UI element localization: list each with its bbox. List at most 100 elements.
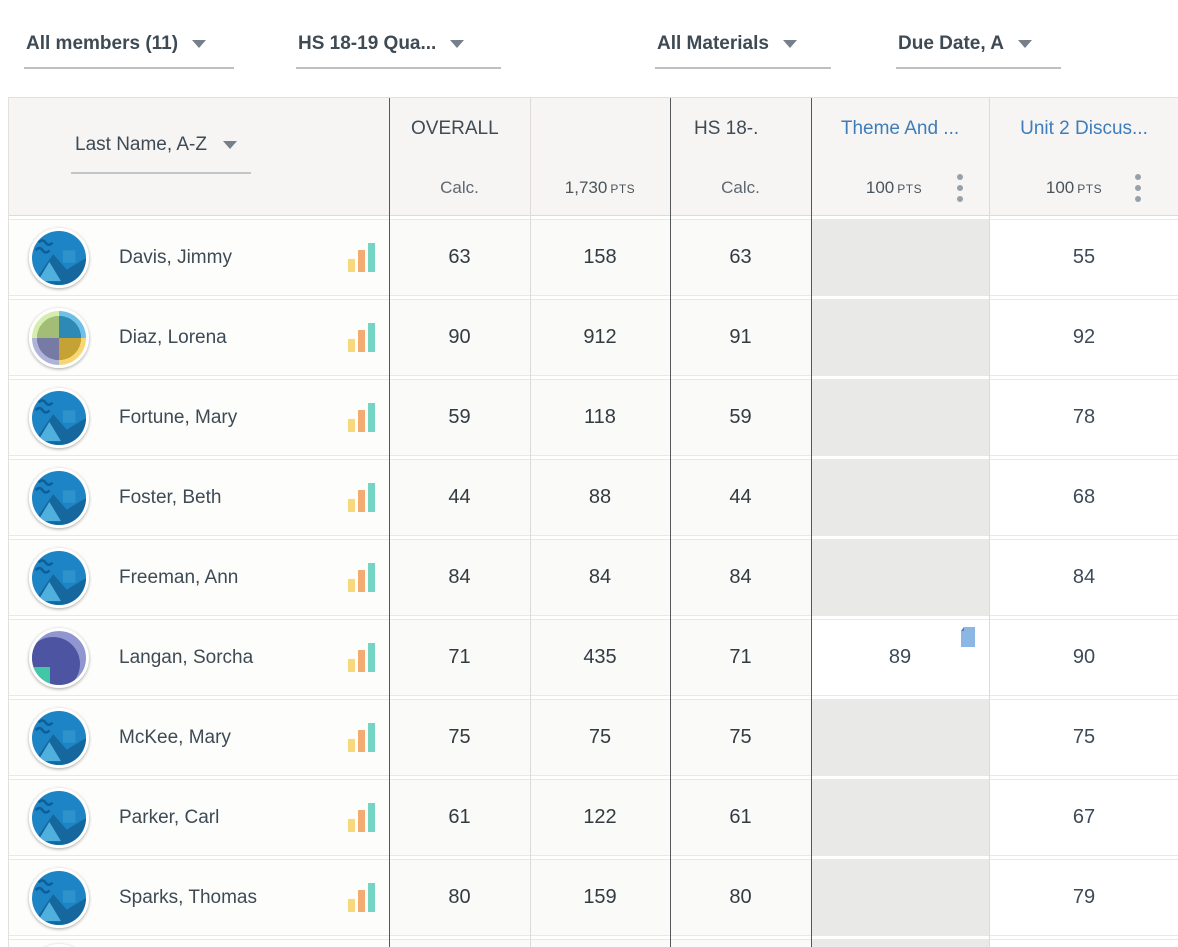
unit2-grade-cell[interactable]: 92 (989, 299, 1178, 376)
theme-grade-cell[interactable] (811, 219, 989, 296)
overall-points-cell[interactable]: 84 (530, 539, 670, 616)
theme-grade-cell[interactable] (811, 699, 989, 776)
grade-stats-bar-chart-icon[interactable] (348, 642, 375, 673)
overall-calc-value: 84 (448, 566, 471, 588)
column-divider (530, 98, 531, 947)
members-filter-dropdown[interactable]: All members (11) (24, 33, 234, 69)
theme-grade-cell[interactable] (811, 299, 989, 376)
student-cell[interactable]: Diaz, Lorena (9, 299, 389, 376)
unit2-grade-cell[interactable]: 90 (989, 619, 1178, 696)
theme-grade-cell[interactable] (811, 379, 989, 456)
hs-calc-value: 63 (729, 246, 752, 268)
overall-calc-cell[interactable]: 84 (389, 539, 530, 616)
overall-points-unit: PTS (610, 182, 636, 196)
theme-points-value: 100 (865, 178, 895, 197)
avatar[interactable] (29, 787, 89, 848)
theme-grade-cell[interactable] (811, 459, 989, 536)
student-cell[interactable]: Langan, Sorcha (9, 619, 389, 696)
grading-period-filter-dropdown[interactable]: HS 18-19 Qua... (296, 33, 501, 69)
filter-bar: All members (11) HS 18-19 Qua... All Mat… (0, 0, 1178, 97)
overall-points-cell[interactable]: 88 (530, 459, 670, 536)
avatar[interactable] (29, 547, 89, 608)
name-sort-dropdown[interactable]: Last Name, A-Z (71, 134, 251, 174)
student-cell[interactable]: McKee, Mary (9, 699, 389, 776)
unit2-grade-cell[interactable]: 79 (989, 859, 1178, 936)
student-cell[interactable]: Freeman, Ann (9, 539, 389, 616)
sort-order-dropdown[interactable]: Due Date, A (896, 33, 1061, 69)
hs-calc-cell[interactable]: 75 (670, 699, 811, 776)
overall-points-value: 84 (588, 566, 612, 588)
unit2-grade-cell[interactable]: 68 (989, 459, 1178, 536)
grade-stats-bar-chart-icon[interactable] (348, 322, 375, 353)
overall-calc-cell[interactable]: 71 (389, 619, 530, 696)
grade-stats-bar-chart-icon[interactable] (348, 802, 375, 833)
overall-points-cell[interactable]: 158 (530, 219, 670, 296)
overall-points-value: 75 (588, 726, 612, 748)
table-row: Davis, Jimmy 63 158 63 55 (9, 219, 1178, 296)
unit2-grade-value: 55 (1072, 246, 1096, 268)
overall-calc-cell[interactable]: 63 (389, 219, 530, 296)
hs-calc-value: 75 (729, 726, 752, 748)
overall-calc-cell[interactable]: 44 (389, 459, 530, 536)
materials-filter-dropdown[interactable]: All Materials (655, 33, 831, 69)
theme-grade-cell[interactable] (811, 779, 989, 856)
unit2-points-unit: PTS (1077, 182, 1103, 196)
theme-column-title[interactable]: Theme And ... (840, 118, 960, 139)
overall-points-cell[interactable]: 435 (530, 619, 670, 696)
overall-points-cell[interactable]: 912 (530, 299, 670, 376)
unit2-column-title[interactable]: Unit 2 Discus... (1020, 118, 1148, 139)
student-cell[interactable]: Foster, Beth (9, 459, 389, 536)
overall-calc-cell[interactable]: 90 (389, 299, 530, 376)
student-cell[interactable]: Davis, Jimmy (9, 219, 389, 296)
overall-points-cell[interactable]: 118 (530, 379, 670, 456)
hs-calc-cell[interactable]: 59 (670, 379, 811, 456)
overall-calc-cell[interactable]: 75 (389, 699, 530, 776)
theme-grade-cell[interactable]: 89 (811, 619, 989, 696)
hs-calc-cell[interactable]: 71 (670, 619, 811, 696)
unit2-grade-cell[interactable]: 84 (989, 539, 1178, 616)
overall-points-cell[interactable]: 75 (530, 699, 670, 776)
submission-document-icon[interactable] (959, 626, 977, 648)
unit2-grade-cell[interactable]: 75 (989, 699, 1178, 776)
hs-calc-cell[interactable]: 91 (670, 299, 811, 376)
unit2-grade-cell[interactable]: 55 (989, 219, 1178, 296)
theme-grade-cell[interactable] (811, 859, 989, 936)
theme-points-unit: PTS (897, 182, 923, 196)
student-cell[interactable]: Sparks, Thomas (9, 859, 389, 936)
avatar[interactable] (29, 467, 89, 528)
avatar[interactable] (29, 627, 89, 688)
overall-calc-value: 71 (448, 646, 471, 668)
unit2-grade-cell[interactable]: 78 (989, 379, 1178, 456)
grade-stats-bar-chart-icon[interactable] (348, 482, 375, 513)
theme-column-menu-kebab-icon[interactable] (955, 172, 965, 204)
student-cell[interactable]: Fortune, Mary (9, 379, 389, 456)
overall-calc-cell[interactable]: 59 (389, 379, 530, 456)
overall-points-cell[interactable]: 159 (530, 859, 670, 936)
name-sort-label: Last Name, A-Z (75, 134, 207, 155)
student-cell[interactable]: Parker, Carl (9, 779, 389, 856)
unit2-column-menu-kebab-icon[interactable] (1133, 172, 1143, 204)
grade-stats-bar-chart-icon[interactable] (348, 882, 375, 913)
hs-calc-cell[interactable]: 44 (670, 459, 811, 536)
avatar[interactable] (29, 307, 89, 368)
materials-filter-label: All Materials (657, 33, 769, 54)
avatar[interactable] (29, 387, 89, 448)
hs-calc-cell[interactable]: 63 (670, 219, 811, 296)
grade-stats-bar-chart-icon[interactable] (348, 402, 375, 433)
overall-calc-cell[interactable]: 61 (389, 779, 530, 856)
hs-calc-cell[interactable]: 61 (670, 779, 811, 856)
overall-calc-value: 80 (448, 886, 471, 908)
grade-stats-bar-chart-icon[interactable] (348, 242, 375, 273)
grade-stats-bar-chart-icon[interactable] (348, 562, 375, 593)
unit2-grade-cell[interactable]: 67 (989, 779, 1178, 856)
avatar[interactable] (29, 227, 89, 288)
grade-stats-bar-chart-icon[interactable] (348, 722, 375, 753)
overall-points-cell[interactable]: 122 (530, 779, 670, 856)
unit2-grade-value: 79 (1072, 886, 1096, 908)
avatar[interactable] (29, 867, 89, 928)
overall-calc-cell[interactable]: 80 (389, 859, 530, 936)
theme-grade-cell[interactable] (811, 539, 989, 616)
hs-calc-cell[interactable]: 84 (670, 539, 811, 616)
avatar[interactable] (29, 707, 89, 768)
hs-calc-cell[interactable]: 80 (670, 859, 811, 936)
